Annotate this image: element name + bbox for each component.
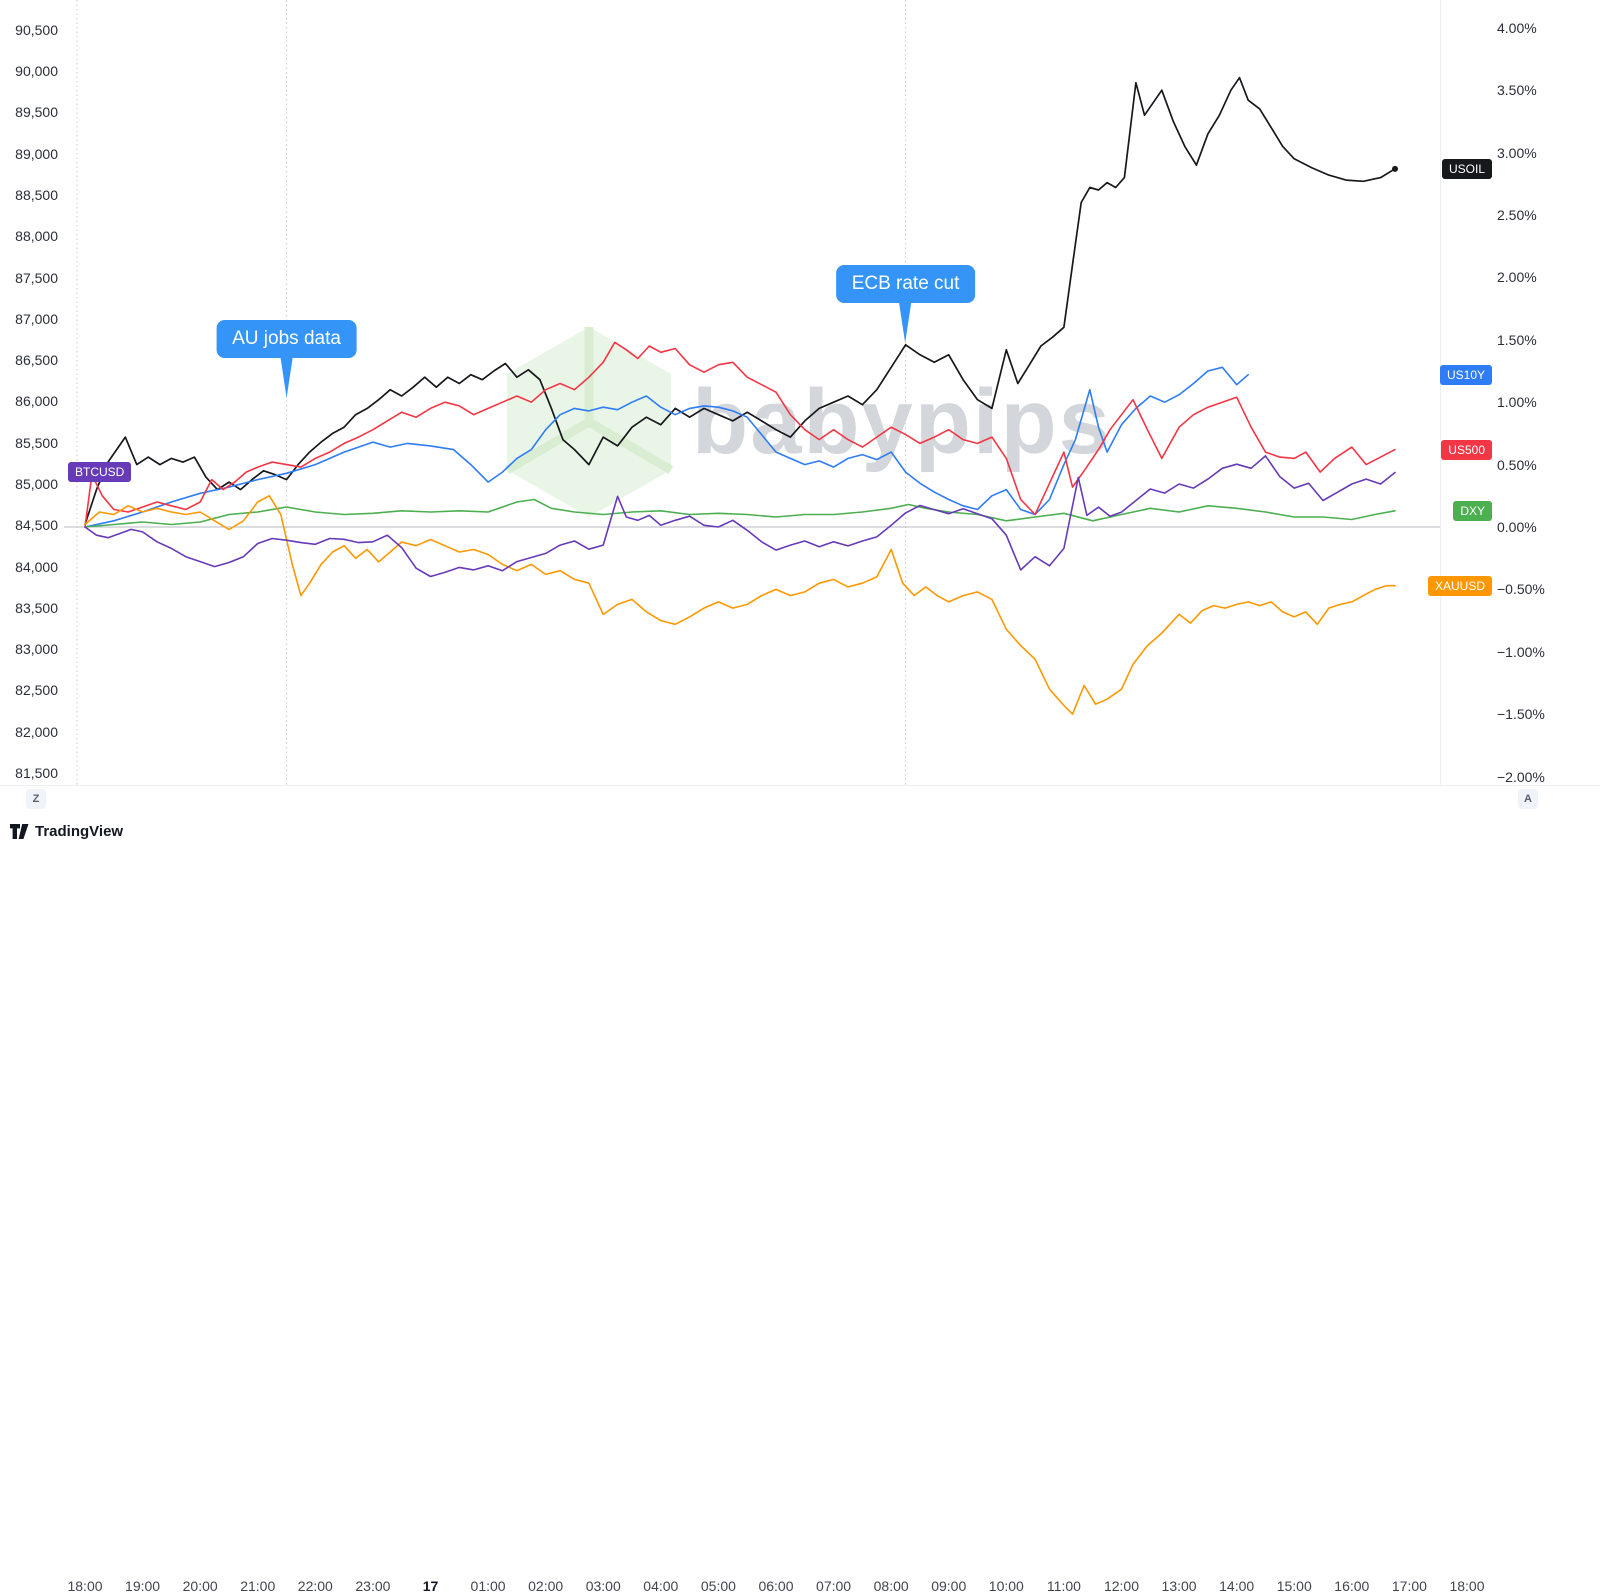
time-tick-label: 23:00	[355, 1578, 391, 1594]
price-tick-label: 84,000	[15, 558, 58, 575]
percent-tick-label: 3.50%	[1497, 82, 1537, 99]
footer-bar: TradingView	[0, 814, 1600, 857]
time-tick-label: 03:00	[585, 1578, 621, 1594]
series-tag-us500[interactable]: US500	[1441, 439, 1492, 460]
annotation-arrow	[280, 358, 293, 398]
annotation-arrow	[899, 303, 912, 343]
time-tick-label: 01:00	[470, 1578, 506, 1594]
time-tick-label: 11:00	[1046, 1578, 1081, 1594]
price-tick-label: 89,500	[15, 104, 58, 121]
series-line-us10y[interactable]	[84, 366, 1249, 528]
percent-tick-label: −0.50%	[1497, 581, 1545, 598]
annotation-label: ECB rate cut	[851, 273, 960, 294]
price-tick-label: 88,000	[15, 228, 58, 245]
price-tick-label: 83,000	[15, 641, 58, 658]
time-tick-label: 17:00	[1391, 1578, 1427, 1594]
time-tick-label: 05:00	[700, 1578, 736, 1594]
time-tick-label: 10:00	[988, 1578, 1024, 1594]
series-tag-dxy[interactable]: DXY	[1453, 500, 1492, 521]
annotation-callout-au-jobs[interactable]: AU jobs data	[216, 320, 357, 398]
percent-tick-label: 1.50%	[1497, 331, 1537, 348]
price-tick-label: 85,000	[15, 476, 58, 493]
price-tick-label: 86,000	[15, 393, 58, 410]
time-tick-label: 15:00	[1276, 1578, 1312, 1594]
chart-plot-area[interactable]	[0, 0, 1600, 785]
time-tick-label: 06:00	[758, 1578, 794, 1594]
right-axis-border	[1440, 0, 1441, 785]
annotation-label: AU jobs data	[232, 328, 341, 349]
last-price-dot-usoil	[1392, 165, 1399, 172]
time-tick-label: 16:00	[1334, 1578, 1370, 1594]
percent-tick-label: 3.00%	[1497, 144, 1537, 161]
percent-tick-label: 2.00%	[1497, 269, 1537, 286]
time-tick-label: 14:00	[1219, 1578, 1255, 1594]
time-axis[interactable]: 18:00 19:00 20:00 21:00 22:00 23:00 17 01:00 02:…	[0, 785, 1600, 1594]
percent-tick-label: 0.50%	[1497, 456, 1537, 473]
price-tick-label: 90,000	[15, 63, 58, 80]
tradingview-logo[interactable]: TradingView	[10, 823, 123, 840]
price-tick-label: 81,500	[15, 765, 58, 781]
price-tick-label: 88,500	[15, 187, 58, 204]
price-tick-label: 86,500	[15, 352, 58, 369]
price-tick-label: 87,500	[15, 269, 58, 286]
time-tick-label: 17	[422, 1578, 439, 1594]
timezone-button[interactable]: Z	[26, 789, 46, 809]
series-line-usoil[interactable]	[84, 76, 1396, 526]
time-tick-label: 18:00	[1449, 1578, 1485, 1594]
percent-tick-label: −1.00%	[1497, 643, 1545, 660]
price-tick-label: 82,500	[15, 682, 58, 699]
time-tick-label: 07:00	[816, 1578, 852, 1594]
series-line-dxy[interactable]	[84, 498, 1396, 528]
time-tick-label: 13:00	[1161, 1578, 1197, 1594]
percent-tick-label: 0.00%	[1497, 519, 1537, 535]
time-tick-label: 08:00	[873, 1578, 909, 1594]
series-tag-usoil[interactable]: USOIL	[1441, 158, 1492, 179]
series-tag-us10y[interactable]: US10Y	[1439, 364, 1492, 385]
auto-scale-button[interactable]: A	[1518, 789, 1538, 809]
price-tick-label: 82,000	[15, 723, 58, 740]
time-tick-label: 20:00	[182, 1578, 218, 1594]
series-line-xauusd[interactable]	[84, 494, 1396, 716]
price-tick-label: 87,000	[15, 310, 58, 327]
price-tick-label: 90,500	[15, 21, 58, 38]
percent-tick-label: 2.50%	[1497, 207, 1537, 223]
price-tick-label: 83,500	[15, 599, 58, 616]
time-tick-label: 19:00	[125, 1578, 161, 1594]
time-tick-label: 09:00	[931, 1578, 967, 1594]
price-tick-label: 85,500	[15, 434, 58, 451]
percent-tick-label: 4.00%	[1497, 19, 1537, 36]
series-line-btcusd[interactable]	[84, 455, 1396, 578]
time-tick-label: 04:00	[643, 1578, 679, 1594]
tradingview-logo-icon	[10, 824, 29, 839]
percent-tick-label: −2.00%	[1497, 768, 1545, 785]
annotation-callout-ecb-rate-cut[interactable]: ECB rate cut	[835, 265, 976, 343]
time-tick-label: 12:00	[1103, 1578, 1140, 1594]
time-tick-label: 21:00	[240, 1578, 276, 1594]
percent-tick-label: −1.50%	[1497, 706, 1545, 723]
time-tick-label: 18:00	[67, 1578, 103, 1594]
series-tag-xauusd[interactable]: XAUUSD	[1427, 575, 1492, 596]
series-line-us500[interactable]	[84, 341, 1396, 528]
percent-tick-label: 1.00%	[1497, 394, 1537, 411]
price-tick-label: 89,000	[15, 145, 58, 162]
time-tick-label: 22:00	[297, 1578, 333, 1594]
tradingview-logo-text: TradingView	[35, 823, 124, 840]
price-tick-label: 84,500	[15, 517, 58, 534]
time-tick-label: 02:00	[528, 1578, 564, 1594]
series-tag-btcusd[interactable]: BTCUSD	[68, 462, 132, 483]
